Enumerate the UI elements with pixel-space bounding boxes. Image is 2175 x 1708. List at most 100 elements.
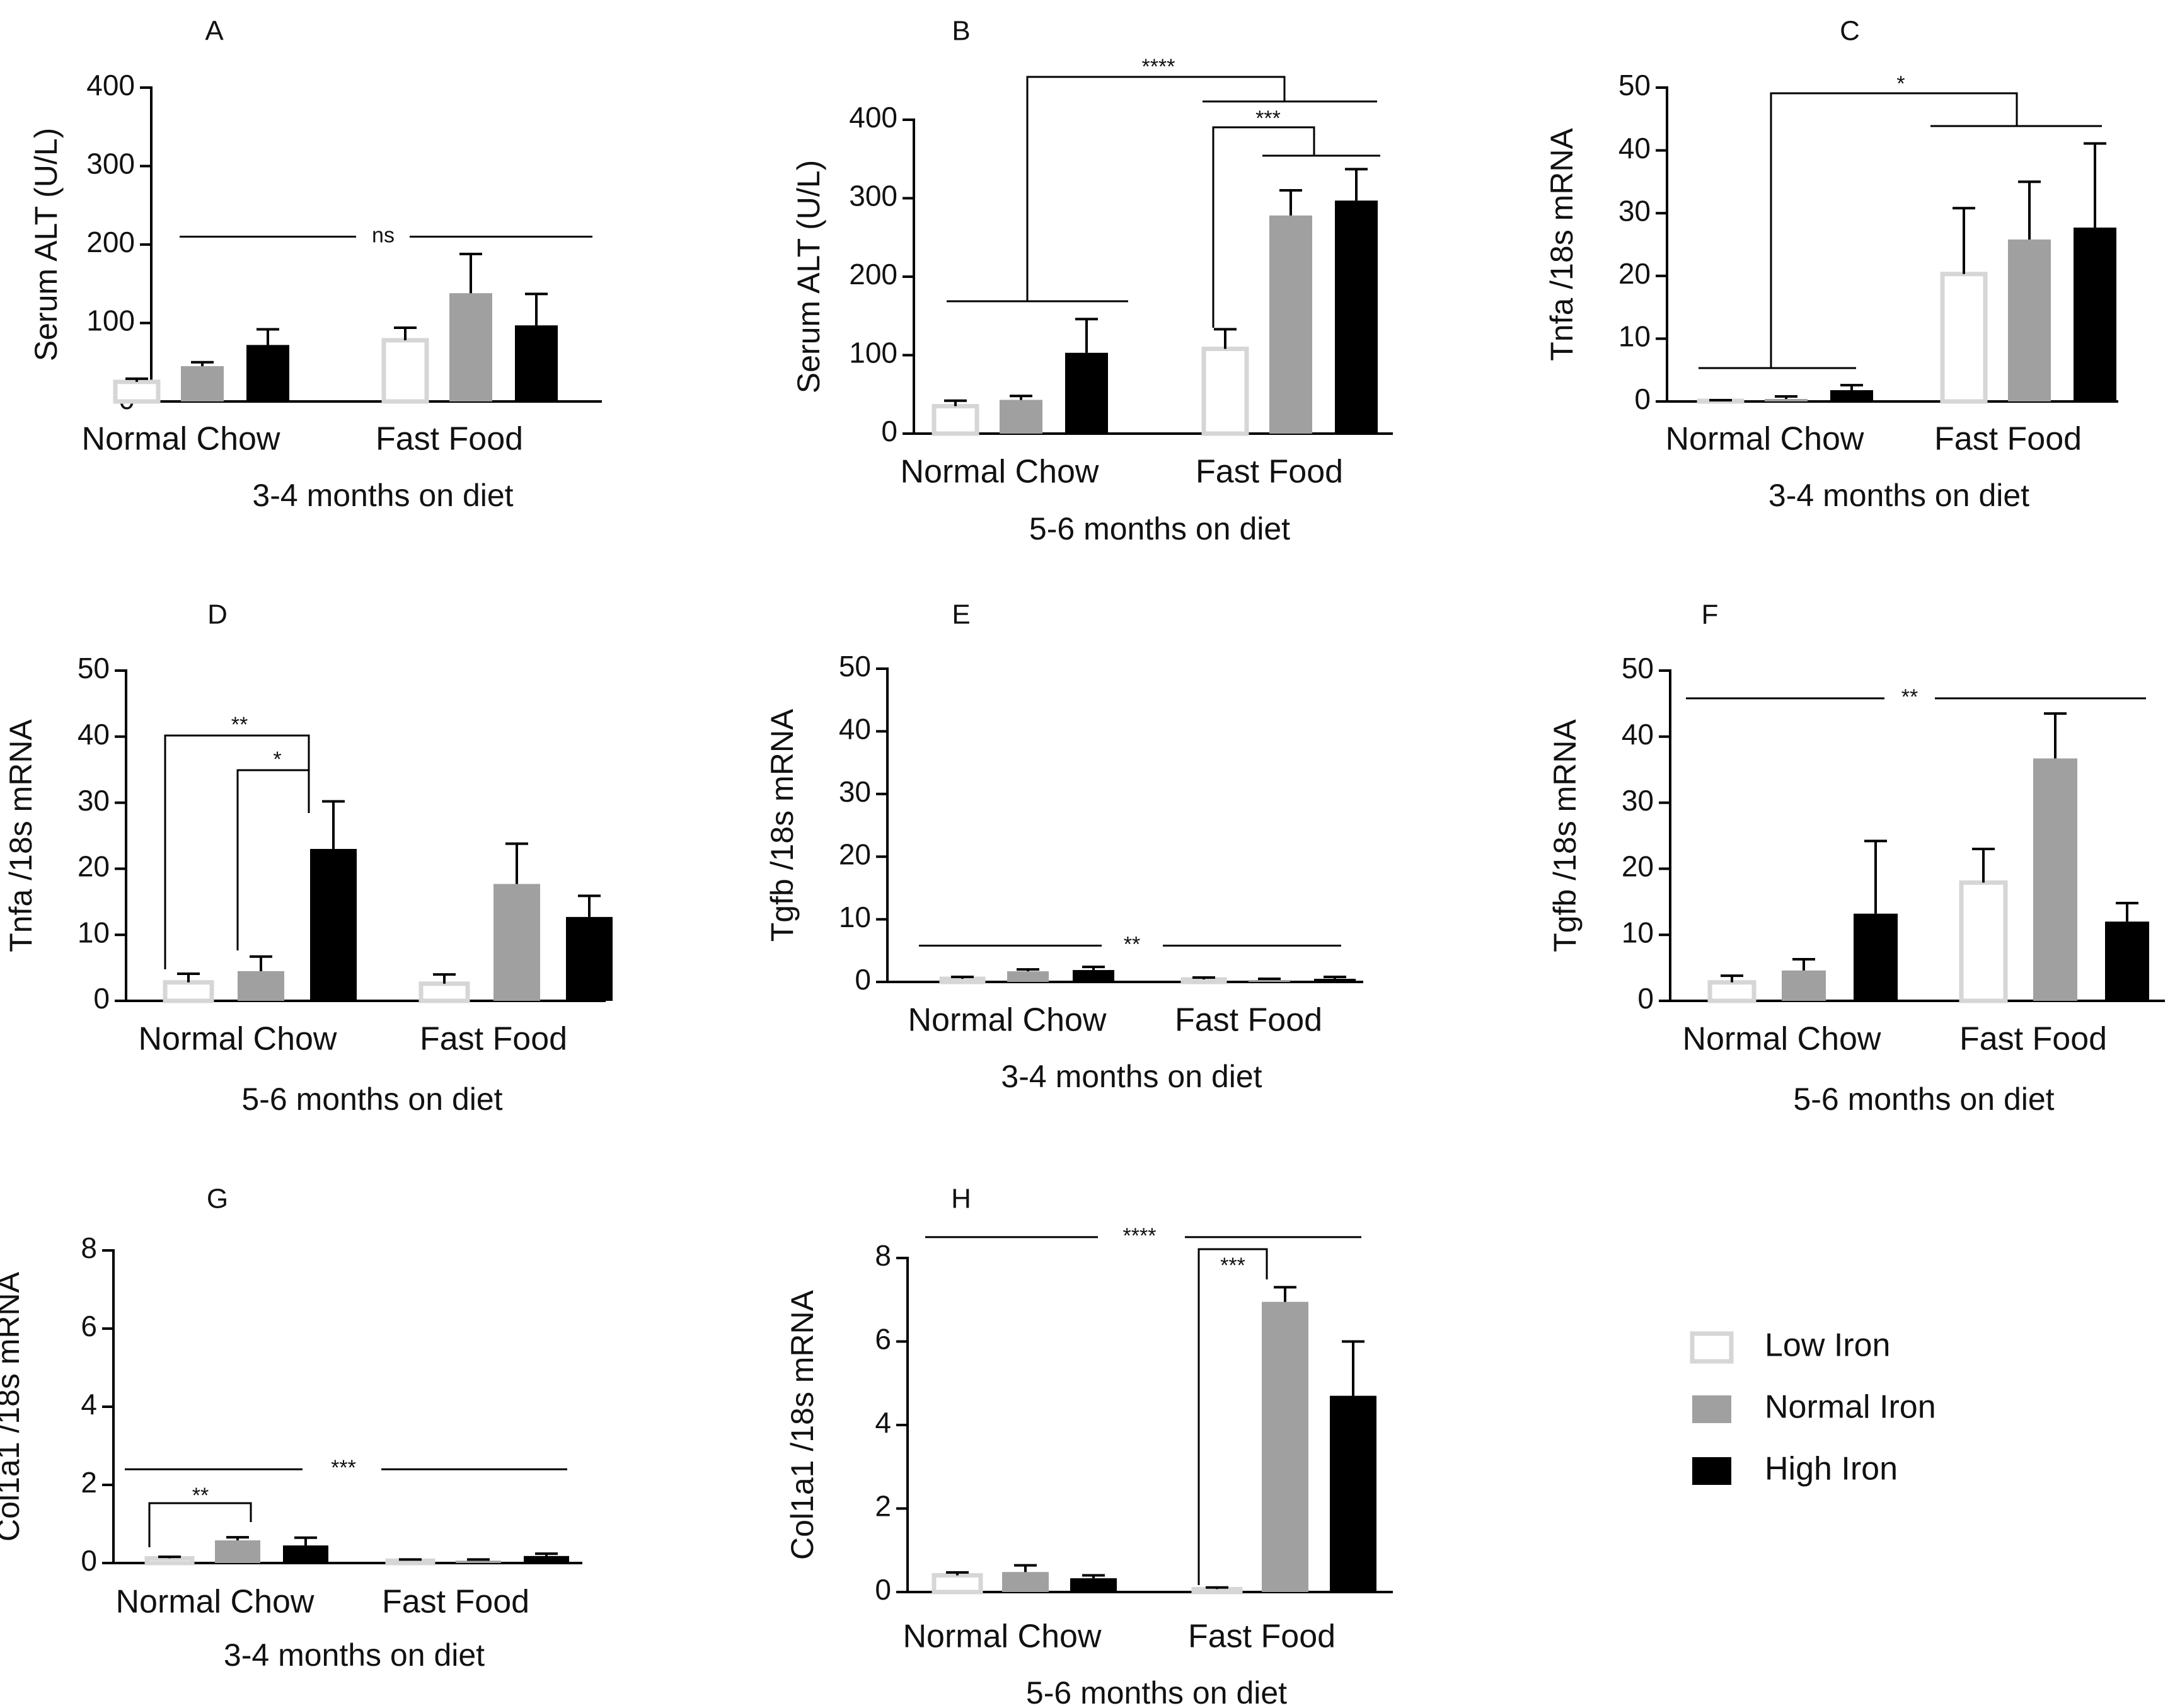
significance-label: ***	[1220, 1254, 1245, 1278]
x-axis-label: 5-6 months on diet	[1793, 1082, 2054, 1117]
error-bar	[1324, 976, 1346, 979]
y-tick-label: 50	[839, 650, 871, 683]
significance-label: **	[1124, 932, 1140, 956]
error-bar	[1082, 1574, 1105, 1579]
y-tick-label: 100	[86, 304, 135, 337]
y-tick-label: 0	[1637, 982, 1654, 1015]
error-bar	[1214, 328, 1237, 349]
legend: Low Iron Normal Iron High Iron	[1690, 1327, 1936, 1487]
category-label: Normal Chow	[82, 421, 280, 458]
chart-panel-h: H 0 2 4 6 8 Col1a1 /18s mRNA Normal Chow Fast Fo…	[785, 1184, 1393, 1708]
error-bar	[578, 894, 601, 917]
bar-high-iron	[310, 848, 357, 1001]
y-tick-label: 0	[855, 963, 871, 996]
y-tick-label: 8	[875, 1239, 891, 1272]
error-bar	[1972, 847, 1995, 883]
error-bar	[2018, 180, 2041, 240]
y-tick-label: 20	[1618, 257, 1651, 290]
chart-panel-b: B 0 100 200 300 400 Serum ALT (U/L) Normal Chow…	[791, 16, 1393, 546]
y-tick-label: 0	[875, 1573, 891, 1606]
bar-high-iron	[246, 345, 289, 401]
chart-panel-f: F 0 10 20 30 40 50 Tgfb /18s mRNA Normal Chow Fas…	[1547, 599, 2165, 1117]
bar-low-iron	[385, 1558, 436, 1566]
legend-swatch-low-iron	[1690, 1331, 1734, 1364]
error-bar	[158, 1555, 181, 1559]
error-bar	[433, 973, 456, 984]
panel-letter-g: G	[207, 1184, 228, 1215]
y-tick-label: 100	[849, 337, 897, 369]
bar-high-iron	[524, 1555, 569, 1563]
x-axis-label: 3-4 months on diet	[252, 478, 513, 513]
error-bar	[1279, 189, 1302, 216]
y-tick-label: 0	[81, 1544, 97, 1577]
y-tick-label: 10	[78, 916, 110, 949]
y-tick-label: 20	[1622, 850, 1654, 883]
error-bar	[1082, 966, 1105, 971]
y-tick-label: 6	[81, 1310, 97, 1342]
error-bar	[467, 1558, 490, 1561]
bar-low-iron	[932, 1573, 983, 1595]
chart-panel-e: E 0 10 20 30 40 50 Tgfb /18s mRNA Normal Chow Fas…	[764, 599, 1363, 1094]
significance-label: ****	[1123, 1224, 1157, 1248]
y-tick-label: 50	[78, 652, 110, 684]
error-bar	[1014, 1564, 1037, 1572]
bar-high-iron	[515, 325, 558, 401]
category-label: Normal Chow	[903, 1619, 1102, 1655]
significance-label: ****	[1142, 55, 1175, 79]
bar-normal-iron	[238, 971, 284, 1001]
error-bar	[1017, 968, 1039, 972]
bar-low-iron	[932, 403, 979, 436]
error-bar	[1345, 168, 1368, 201]
bar-low-iron	[113, 379, 161, 404]
significance-label: ***	[331, 1456, 356, 1480]
significance-label: **	[192, 1484, 209, 1508]
significance-bracket	[1197, 1248, 1268, 1585]
bar-low-iron	[144, 1556, 195, 1566]
category-label: Fast Food	[1196, 454, 1343, 490]
error-bar	[1840, 384, 1863, 391]
category-label: Normal Chow	[139, 1021, 337, 1058]
y-tick-label: 40	[1622, 718, 1654, 751]
bar-normal-iron	[1002, 1572, 1049, 1592]
y-tick-label: 400	[86, 69, 135, 101]
bar-normal-iron	[215, 1540, 260, 1563]
legend-label-low-iron: Low Iron	[1765, 1327, 1890, 1364]
y-axis-label: Tnfa /18s mRNA	[1544, 128, 1579, 361]
y-axis-label: Tgfb /18s mRNA	[764, 708, 800, 942]
error-bar	[2044, 712, 2067, 759]
bar-normal-iron	[1249, 980, 1290, 982]
y-tick-label: 30	[1618, 194, 1651, 227]
bar-normal-iron	[493, 884, 540, 1001]
bar-normal-iron	[1269, 215, 1312, 434]
bar-high-iron	[1314, 979, 1356, 982]
category-label: Fast Food	[382, 1584, 529, 1620]
category-label: Normal Chow	[1683, 1021, 1881, 1058]
error-bar	[1709, 399, 1732, 402]
bar-low-iron	[1201, 347, 1249, 436]
chart-panel-d: D 0 10 20 30 40 50 Tnfa /18s mRNA Normal Chow Fas…	[3, 599, 613, 1117]
y-axis-label: Tgfb /18s mRNA	[1547, 719, 1583, 952]
category-label: Fast Food	[1175, 1002, 1322, 1039]
bar-high-iron	[1070, 1578, 1117, 1592]
significance-bracket	[148, 1502, 252, 1547]
x-axis-label: 3-4 months on diet	[224, 1637, 485, 1673]
legend-label-normal-iron: Normal Iron	[1765, 1389, 1936, 1426]
y-axis-label: Serum ALT (U/L)	[28, 128, 64, 361]
bar-high-iron	[1830, 390, 1873, 401]
y-tick-label: 200	[86, 226, 135, 258]
bar-high-iron	[1335, 200, 1378, 434]
bar-high-iron	[1065, 352, 1108, 434]
error-bar	[2116, 901, 2138, 922]
significance-label: *	[273, 747, 281, 771]
error-bar	[322, 800, 345, 849]
y-tick-label: 6	[875, 1323, 891, 1356]
error-bar	[294, 1536, 317, 1546]
error-bar	[125, 377, 148, 382]
x-axis-label: 5-6 months on diet	[241, 1082, 502, 1117]
legend-swatch-normal-iron	[1692, 1395, 1731, 1423]
error-bar	[1792, 957, 1815, 971]
bar-normal-iron	[1765, 399, 1808, 401]
error-bar	[944, 399, 967, 407]
y-tick-label: 2	[81, 1466, 97, 1499]
category-label: Fast Food	[1188, 1619, 1336, 1655]
